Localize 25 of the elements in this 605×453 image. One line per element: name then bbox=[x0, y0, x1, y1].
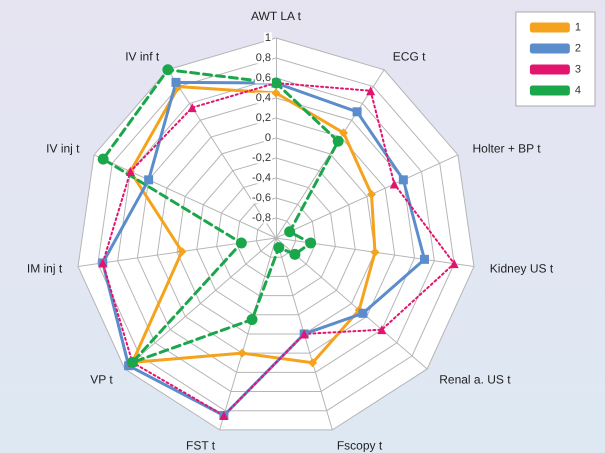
spoke-label: IM inj t bbox=[26, 262, 63, 276]
spoke-label: Holter + BP t bbox=[472, 141, 542, 156]
y-tick-label: 0,6 bbox=[256, 72, 271, 84]
y-tick-label: -0,6 bbox=[252, 192, 271, 204]
y-tick-label: 0,8 bbox=[256, 52, 271, 64]
legend-label: 2 bbox=[574, 42, 582, 54]
spoke-label: ECG t bbox=[392, 49, 426, 64]
spoke-label: IV inj t bbox=[46, 141, 80, 156]
legend-label: 3 bbox=[574, 64, 582, 76]
legend-label: 4 bbox=[574, 84, 582, 96]
y-tick-label: 0 bbox=[264, 132, 271, 144]
spoke-label: AWT LA t bbox=[250, 9, 302, 23]
y-tick-label: 1 bbox=[264, 32, 271, 44]
spoke-label: IV inf t bbox=[125, 49, 160, 64]
spoke-label: Kidney US t bbox=[490, 262, 554, 276]
y-tick-label: -0,8 bbox=[252, 212, 271, 224]
spoke-label: FST t bbox=[186, 438, 216, 452]
legend-label: 1 bbox=[574, 22, 582, 34]
y-tick-label: -0,4 bbox=[252, 172, 271, 184]
spoke-label: Renal a. US t bbox=[439, 372, 512, 386]
spoke-label: VP t bbox=[90, 372, 114, 386]
y-tick-label: 0,4 bbox=[256, 92, 271, 104]
y-tick-label: -0,2 bbox=[252, 152, 271, 164]
y-tick-label: 0,2 bbox=[256, 112, 271, 124]
spoke-label: Fscopy t bbox=[336, 438, 383, 452]
